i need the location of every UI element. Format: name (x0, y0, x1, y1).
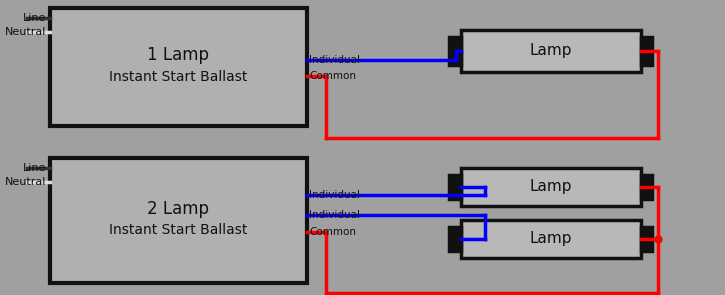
Text: Neutral: Neutral (4, 27, 46, 37)
FancyBboxPatch shape (641, 227, 652, 251)
Text: Individual: Individual (310, 190, 360, 200)
Text: 1 Lamp: 1 Lamp (147, 46, 210, 64)
Text: 2 Lamp: 2 Lamp (147, 199, 210, 217)
FancyBboxPatch shape (449, 37, 460, 65)
Text: Common: Common (310, 71, 357, 81)
Text: Common: Common (310, 227, 357, 237)
FancyBboxPatch shape (460, 168, 641, 206)
FancyBboxPatch shape (460, 30, 641, 72)
FancyBboxPatch shape (641, 175, 652, 199)
FancyBboxPatch shape (641, 37, 652, 65)
Text: Lamp: Lamp (529, 232, 572, 247)
Text: Individual: Individual (310, 210, 360, 220)
Text: Instant Start Ballast: Instant Start Ballast (109, 70, 247, 84)
FancyBboxPatch shape (449, 227, 460, 251)
Text: Line: Line (22, 13, 46, 23)
FancyBboxPatch shape (50, 158, 307, 283)
Text: Line: Line (22, 163, 46, 173)
Text: Lamp: Lamp (529, 43, 572, 58)
FancyBboxPatch shape (460, 220, 641, 258)
Text: Lamp: Lamp (529, 179, 572, 194)
Text: Neutral: Neutral (4, 177, 46, 187)
FancyBboxPatch shape (449, 175, 460, 199)
Text: Individual: Individual (310, 55, 360, 65)
Text: Instant Start Ballast: Instant Start Ballast (109, 224, 247, 237)
FancyBboxPatch shape (50, 8, 307, 126)
